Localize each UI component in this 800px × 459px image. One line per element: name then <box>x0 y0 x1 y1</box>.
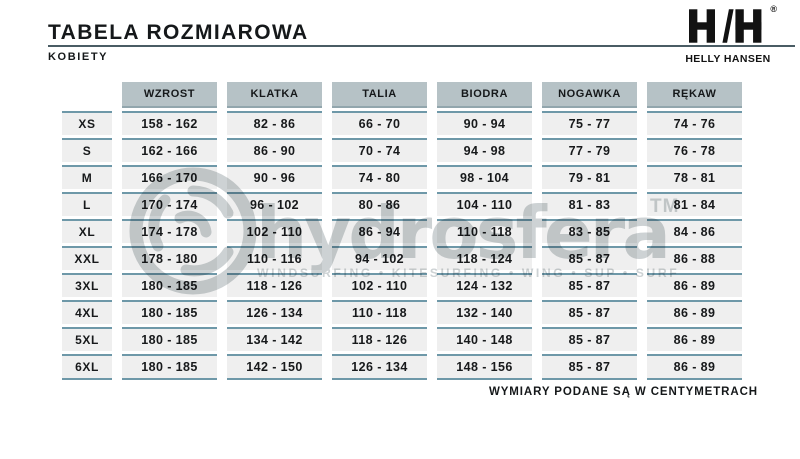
size-cell: XXL <box>62 246 112 270</box>
value-cell: 118 - 124 <box>437 246 532 270</box>
registered-mark: ® <box>770 4 777 14</box>
value-cell: 86 - 89 <box>647 354 742 380</box>
value-cell: 80 - 86 <box>332 192 427 216</box>
value-cell: 81 - 84 <box>647 192 742 216</box>
value-cell: 110 - 118 <box>437 219 532 243</box>
value-cell: 140 - 148 <box>437 327 532 351</box>
value-cell: 86 - 89 <box>647 300 742 324</box>
value-cell: 162 - 166 <box>122 138 217 162</box>
value-cell: 102 - 110 <box>332 273 427 297</box>
value-cell: 66 - 70 <box>332 111 427 135</box>
page-title: TABELA ROZMIAROWA <box>48 21 309 44</box>
value-cell: 180 - 185 <box>122 273 217 297</box>
value-cell: 70 - 74 <box>332 138 427 162</box>
column-header: KLATKA <box>227 82 322 108</box>
size-cell: 5XL <box>62 327 112 351</box>
value-cell: 132 - 140 <box>437 300 532 324</box>
hh-monogram-icon: ® <box>689 4 777 45</box>
value-cell: 180 - 185 <box>122 354 217 380</box>
value-cell: 134 - 142 <box>227 327 322 351</box>
value-cell: 78 - 81 <box>647 165 742 189</box>
value-cell: 166 - 170 <box>122 165 217 189</box>
helly-hansen-logo: ® HELLY HANSEN <box>682 4 777 65</box>
value-cell: 81 - 83 <box>542 192 637 216</box>
value-cell: 126 - 134 <box>332 354 427 380</box>
value-cell: 83 - 85 <box>542 219 637 243</box>
corner-cell <box>62 82 112 106</box>
size-cell: 6XL <box>62 354 112 380</box>
value-cell: 85 - 87 <box>542 354 637 380</box>
size-cell: L <box>62 192 112 216</box>
value-cell: 170 - 174 <box>122 192 217 216</box>
value-cell: 82 - 86 <box>227 111 322 135</box>
size-cell: XL <box>62 219 112 243</box>
value-cell: 86 - 89 <box>647 273 742 297</box>
column-header: NOGAWKA <box>542 82 637 108</box>
value-cell: 142 - 150 <box>227 354 322 380</box>
value-cell: 94 - 98 <box>437 138 532 162</box>
value-cell: 86 - 88 <box>647 246 742 270</box>
value-cell: 124 - 132 <box>437 273 532 297</box>
value-cell: 148 - 156 <box>437 354 532 380</box>
value-cell: 77 - 79 <box>542 138 637 162</box>
value-cell: 75 - 77 <box>542 111 637 135</box>
value-cell: 86 - 89 <box>647 327 742 351</box>
value-cell: 98 - 104 <box>437 165 532 189</box>
size-cell: S <box>62 138 112 162</box>
value-cell: 74 - 80 <box>332 165 427 189</box>
value-cell: 94 - 102 <box>332 246 427 270</box>
value-cell: 174 - 178 <box>122 219 217 243</box>
value-cell: 90 - 94 <box>437 111 532 135</box>
size-cell: 3XL <box>62 273 112 297</box>
title-underline <box>48 45 795 47</box>
column-header: RĘKAW <box>647 82 742 108</box>
column-header: WZROST <box>122 82 217 108</box>
value-cell: 158 - 162 <box>122 111 217 135</box>
value-cell: 90 - 96 <box>227 165 322 189</box>
page-subtitle: KOBIETY <box>48 51 109 63</box>
value-cell: 104 - 110 <box>437 192 532 216</box>
value-cell: 85 - 87 <box>542 246 637 270</box>
value-cell: 110 - 116 <box>227 246 322 270</box>
value-cell: 118 - 126 <box>227 273 322 297</box>
value-cell: 102 - 110 <box>227 219 322 243</box>
value-cell: 85 - 87 <box>542 300 637 324</box>
size-cell: XS <box>62 111 112 135</box>
value-cell: 74 - 76 <box>647 111 742 135</box>
value-cell: 85 - 87 <box>542 327 637 351</box>
column-header: TALIA <box>332 82 427 108</box>
value-cell: 110 - 118 <box>332 300 427 324</box>
value-cell: 86 - 94 <box>332 219 427 243</box>
size-cell: 4XL <box>62 300 112 324</box>
brand-name: HELLY HANSEN <box>685 53 771 65</box>
value-cell: 118 - 126 <box>332 327 427 351</box>
value-cell: 84 - 86 <box>647 219 742 243</box>
value-cell: 178 - 180 <box>122 246 217 270</box>
value-cell: 79 - 81 <box>542 165 637 189</box>
value-cell: 85 - 87 <box>542 273 637 297</box>
units-note: WYMIARY PODANE SĄ W CENTYMETRACH <box>488 386 758 398</box>
value-cell: 126 - 134 <box>227 300 322 324</box>
column-header: BIODRA <box>437 82 532 108</box>
value-cell: 180 - 185 <box>122 300 217 324</box>
value-cell: 96 - 102 <box>227 192 322 216</box>
value-cell: 180 - 185 <box>122 327 217 351</box>
value-cell: 76 - 78 <box>647 138 742 162</box>
value-cell: 86 - 90 <box>227 138 322 162</box>
size-table: WZROST KLATKA TALIA BIODRA NOGAWKA RĘKAW XS 158… <box>62 82 742 380</box>
size-cell: M <box>62 165 112 189</box>
